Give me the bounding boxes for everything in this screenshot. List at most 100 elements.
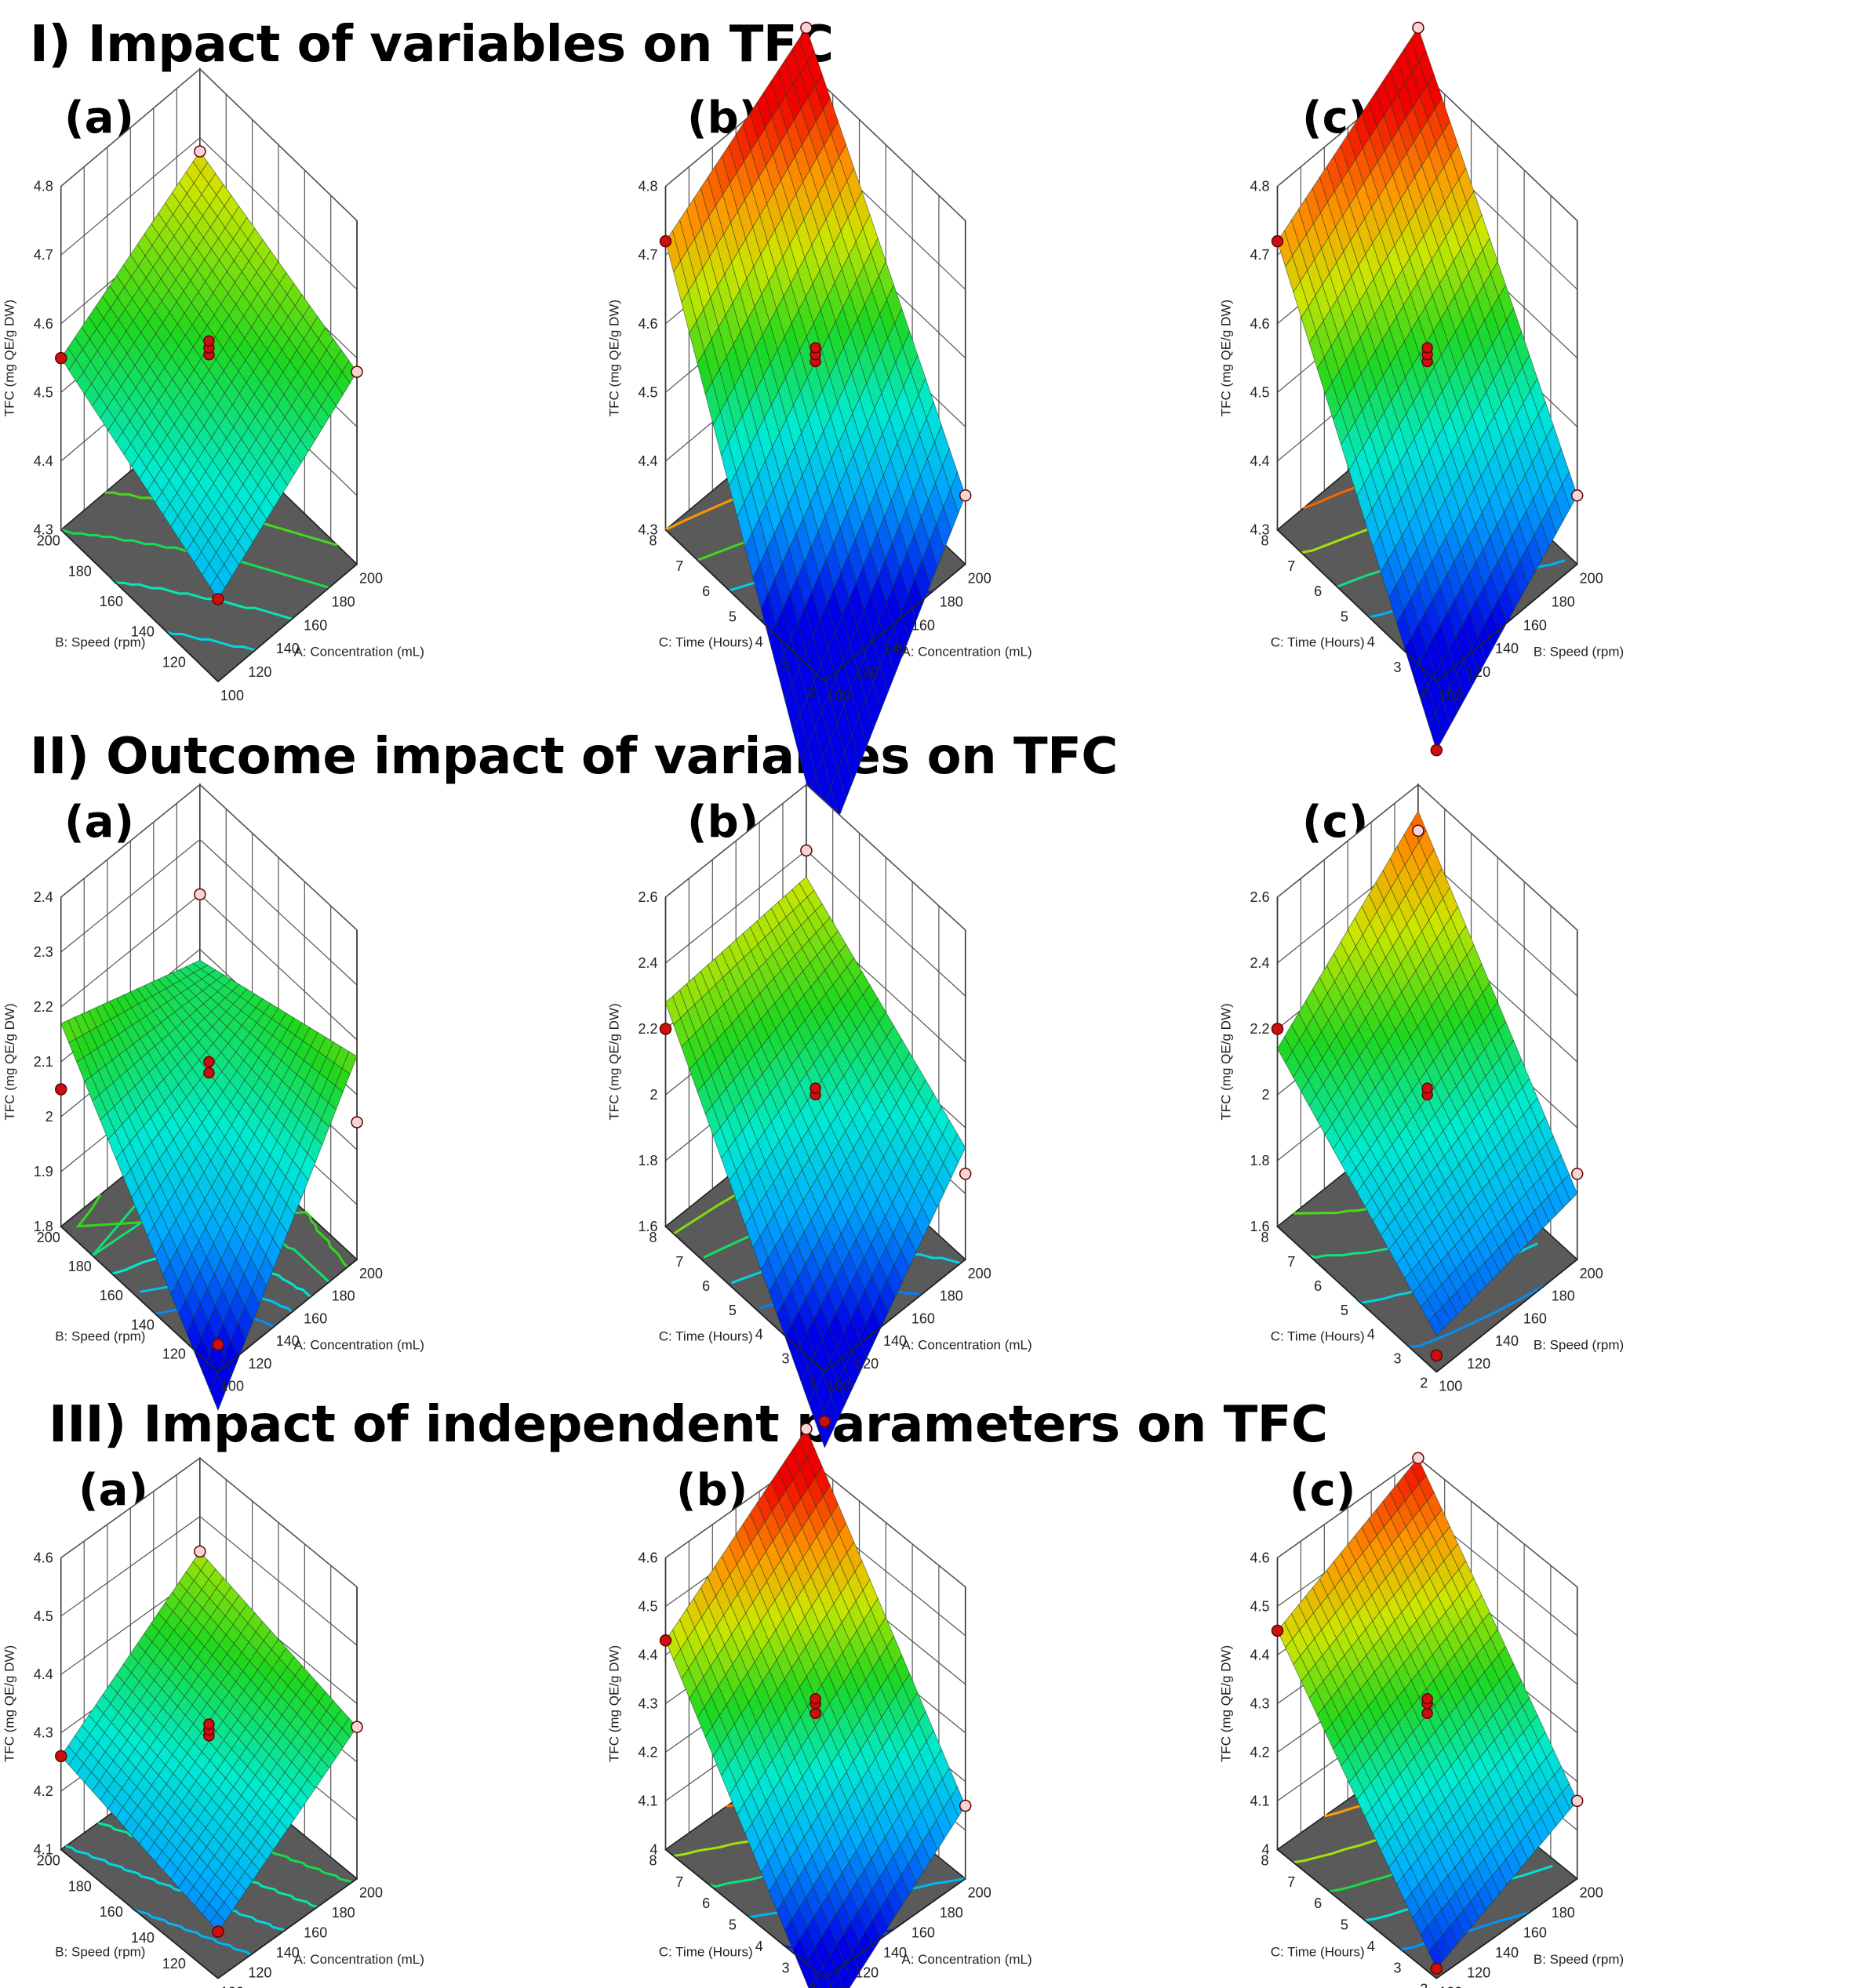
x-tick-label: 120 (1467, 664, 1490, 680)
gridline-z (1417, 68, 1578, 221)
response-surface (1277, 1457, 1578, 1970)
panel-letter-2a: (a) (64, 797, 134, 848)
z-axis-ticks: 4 4.1 4.2 4.3 4.4 4.5 4.6 (1250, 1550, 1269, 1857)
x-tick-label: 100 (1439, 1985, 1462, 1988)
x-tick-label: 160 (304, 1924, 327, 1940)
y-tick-label: 180 (68, 563, 92, 579)
x-tick-label: 140 (276, 1333, 300, 1349)
design-point (1412, 21, 1424, 35)
y-axis-ticks: 2 3 4 5 6 7 8 (1261, 533, 1428, 700)
z-tick-label: 4.3 (1250, 522, 1269, 538)
y-axis-label: C: Time (Hours) (659, 1328, 753, 1343)
y-axis-ticks: 120 140 160 180 200 (37, 533, 186, 671)
y-axis-label: B: Speed (rpm) (55, 635, 145, 650)
x-tick-label: 180 (1552, 1905, 1575, 1921)
x-axis-line (824, 1259, 966, 1373)
y-axis-ticks: 2 3 4 5 6 7 8 (649, 1852, 816, 1988)
center-point (1421, 1082, 1433, 1094)
z-tick-label: 4.6 (638, 1550, 657, 1565)
x-tick-label: 180 (332, 1905, 355, 1921)
x-tick-label: 180 (332, 1288, 355, 1304)
y-axis-label: C: Time (Hours) (659, 1944, 753, 1959)
gridline-z (199, 68, 358, 221)
design-points (659, 844, 972, 1428)
x-tick-label: 120 (248, 1356, 271, 1372)
z-tick-label: 1.6 (638, 1219, 657, 1234)
y-tick-label: 6 (1314, 1278, 1322, 1294)
surface-cell (209, 1912, 226, 1932)
y-tick-label: 2 (808, 685, 816, 700)
z-tick-label: 4.5 (1250, 1598, 1269, 1614)
y-tick-label: 200 (37, 1230, 60, 1245)
design-point (351, 365, 363, 378)
y-tick-label: 8 (649, 1852, 657, 1868)
y-axis-label: B: Speed (rpm) (55, 1944, 145, 1959)
y-tick-label: 3 (1393, 660, 1401, 675)
design-point (800, 1423, 813, 1435)
surface-plot-1b: 4.3 4.4 4.5 4.6 4.7 4.8 100 120 140 160 180 200 2 3 4 5… (607, 21, 1032, 860)
z-tick-label: 4.4 (1250, 1647, 1269, 1663)
z-tick-label: 2.2 (638, 1021, 657, 1037)
y-tick-label: 5 (1341, 609, 1348, 624)
y-tick-label: 3 (1393, 1960, 1401, 1975)
x-tick-label: 160 (911, 1310, 935, 1326)
x-tick-label: 180 (1552, 594, 1575, 609)
response-surface (665, 1428, 966, 1988)
z-tick-label: 4.5 (34, 384, 53, 400)
x-axis-line (1435, 1259, 1578, 1373)
x-tick-label: 100 (1439, 688, 1462, 703)
x-tick-label: 140 (276, 1945, 300, 1961)
y-tick-label: 160 (100, 1288, 123, 1303)
y-axis-ticks: 120 140 160 180 200 (37, 1230, 186, 1361)
design-point (959, 1799, 972, 1812)
z-tick-label: 4.7 (1250, 247, 1269, 263)
surface-cell (1428, 1943, 1444, 1970)
y-axis-line (1276, 1226, 1437, 1373)
y-tick-label: 8 (1261, 1852, 1268, 1868)
contour-line (65, 1844, 286, 1932)
surface-cell (209, 1373, 226, 1412)
x-tick-label: 140 (276, 641, 300, 656)
z-axis-label: TFC (mg QE/g DW) (607, 1003, 622, 1120)
y-tick-label: 120 (162, 1346, 186, 1361)
y-tick-label: 3 (781, 1351, 789, 1367)
z-tick-label: 2.4 (638, 955, 657, 971)
z-tick-label: 4.8 (1250, 179, 1269, 194)
x-tick-label: 160 (304, 617, 327, 633)
design-point (659, 1634, 672, 1647)
z-tick-label: 2.3 (34, 944, 53, 960)
design-point (1430, 1962, 1443, 1975)
surface-cell (1428, 711, 1444, 751)
section-heading-3: III) Impact of independent parameters on… (49, 1396, 1328, 1454)
z-axis-ticks: 4.3 4.4 4.5 4.6 4.7 4.8 (638, 179, 657, 538)
z-axis-ticks: 1.8 1.9 2 2.1 2.2 2.3 2.4 (34, 889, 53, 1234)
x-tick-label: 180 (940, 1905, 963, 1921)
x-axis-label: B: Speed (rpm) (1534, 1338, 1624, 1353)
z-tick-label: 1.8 (34, 1219, 53, 1234)
section-heading-1: I) Impact of variables on TFC (30, 16, 834, 74)
z-tick-label: 4.4 (638, 453, 657, 469)
y-tick-label: 5 (729, 609, 737, 624)
y-tick-label: 180 (68, 1878, 92, 1894)
y-tick-label: 5 (1341, 1303, 1348, 1318)
design-point (1430, 1349, 1443, 1362)
y-tick-label: 180 (68, 1259, 92, 1274)
x-tick-label: 100 (220, 1985, 244, 1988)
design-point (1570, 489, 1584, 502)
z-tick-label: 2.6 (638, 889, 657, 905)
z-tick-label: 4.3 (1250, 1695, 1269, 1711)
surface-cell (828, 1985, 832, 1988)
response-surface (1277, 810, 1578, 1336)
x-axis-label: B: Speed (rpm) (1534, 1952, 1624, 1967)
x-tick-label: 140 (1495, 1945, 1519, 1961)
x-axis-line (1435, 1877, 1578, 1979)
z-tick-label: 4.6 (34, 316, 53, 332)
y-tick-label: 2 (1420, 1376, 1428, 1391)
z-tick-label: 1.8 (638, 1153, 657, 1168)
z-tick-label: 4.7 (34, 247, 53, 263)
z-tick-label: 4.4 (34, 1666, 53, 1682)
z-tick-label: 4.3 (34, 522, 53, 538)
